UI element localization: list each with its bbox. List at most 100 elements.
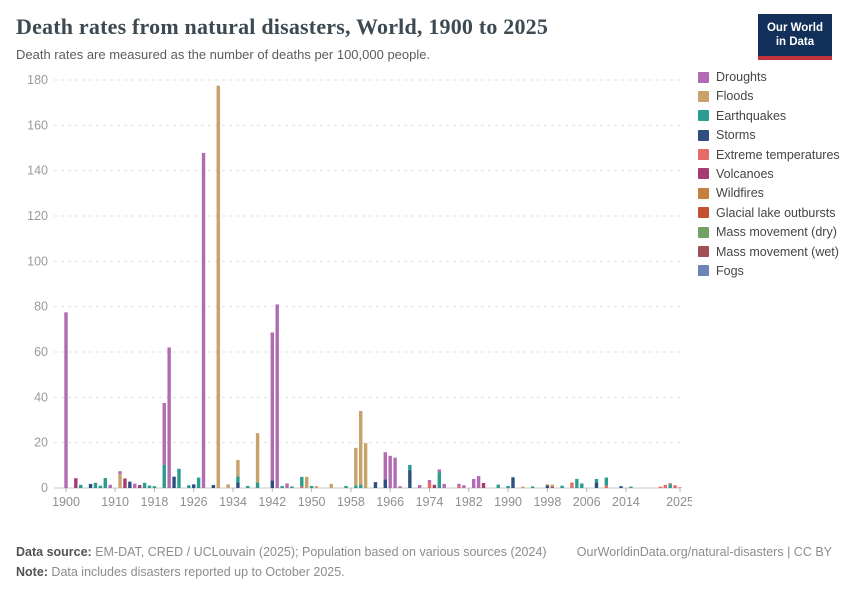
bar-1974-extreme_temperatures[interactable] <box>427 482 432 488</box>
bar-2008-earthquakes[interactable] <box>594 478 599 483</box>
bar-1981-droughts[interactable] <box>462 485 466 488</box>
bar-1914-droughts[interactable] <box>133 483 137 488</box>
bar-1991-earthquakes[interactable] <box>511 476 515 478</box>
bar-1967-droughts[interactable] <box>393 457 397 488</box>
bar-2013-storms[interactable] <box>619 486 623 488</box>
bar-2021-extreme_temperatures[interactable] <box>658 486 663 488</box>
bar-1922-storms[interactable] <box>172 476 176 488</box>
bar-1954-floods[interactable] <box>329 483 333 488</box>
bar-1939-earthquakes[interactable] <box>255 482 260 488</box>
bar-1976-earthquakes[interactable] <box>437 472 442 488</box>
bar-2010-earthquakes[interactable] <box>604 477 609 486</box>
bar-1975-volcanoes[interactable] <box>432 484 437 488</box>
bar-1985-volcanoes[interactable] <box>481 483 486 488</box>
bar-1960-earthquakes[interactable] <box>359 484 363 488</box>
bar-1916-earthquakes[interactable] <box>142 482 147 488</box>
bar-1935-earthquakes[interactable] <box>236 476 240 483</box>
legend-item-wildfires[interactable]: Wildfires <box>698 186 840 200</box>
bar-1949-floods[interactable] <box>304 476 309 488</box>
bar-1948-earthquakes[interactable] <box>300 476 304 487</box>
bar-1959-earthquakes[interactable] <box>354 485 358 488</box>
bar-1977-droughts[interactable] <box>442 483 446 488</box>
bar-2015-earthquakes[interactable] <box>629 486 633 488</box>
bar-1942-droughts[interactable] <box>270 332 275 481</box>
bar-1943-droughts[interactable] <box>275 304 279 488</box>
legend-item-volcanoes[interactable]: Volcanoes <box>698 167 840 181</box>
bar-1957-earthquakes[interactable] <box>344 485 348 488</box>
bar-1921-droughts[interactable] <box>167 347 171 488</box>
legend-item-mass_movement_dry[interactable]: Mass movement (dry) <box>698 225 840 239</box>
bar-1963-storms[interactable] <box>373 482 378 488</box>
bar-1965-droughts[interactable] <box>383 452 387 480</box>
bar-1980-droughts[interactable] <box>457 483 461 486</box>
bar-1909-droughts[interactable] <box>108 484 112 488</box>
bar-1983-droughts[interactable] <box>471 478 476 488</box>
bar-1951-floods[interactable] <box>314 486 319 488</box>
bar-1928-droughts[interactable] <box>201 152 206 488</box>
bar-1966-droughts[interactable] <box>388 455 392 488</box>
bar-1911-floods[interactable] <box>118 473 122 488</box>
legend-item-floods[interactable]: Floods <box>698 89 840 103</box>
owid-logo[interactable]: Our World in Data <box>757 14 832 60</box>
bar-1948-extreme_temperatures[interactable] <box>300 486 304 488</box>
bar-1903-earthquakes[interactable] <box>79 484 83 488</box>
bar-1970-storms[interactable] <box>408 470 412 488</box>
bar-1900-droughts[interactable] <box>64 312 68 488</box>
bar-1970-earthquakes[interactable] <box>408 464 412 471</box>
bar-2024-extreme_temperatures[interactable] <box>673 485 677 488</box>
legend-item-extreme_temperatures[interactable]: Extreme temperatures <box>698 148 840 162</box>
bar-1931-floods[interactable] <box>216 85 220 489</box>
bar-1913-storms[interactable] <box>128 481 132 488</box>
bar-2010-extreme_temperatures[interactable] <box>604 485 609 488</box>
bar-1999-floods[interactable] <box>550 484 554 487</box>
bar-1911-droughts[interactable] <box>118 471 122 474</box>
bar-1976-droughts[interactable] <box>437 469 442 473</box>
bar-1927-earthquakes[interactable] <box>196 477 201 488</box>
bar-1920-earthquakes[interactable] <box>162 464 166 488</box>
legend-item-glacial_lake_outbursts[interactable]: Glacial lake outbursts <box>698 206 840 220</box>
bar-2001-earthquakes[interactable] <box>560 485 564 488</box>
bar-1905-storms[interactable] <box>88 483 93 488</box>
bar-1965-storms[interactable] <box>383 479 387 488</box>
bar-1923-earthquakes[interactable] <box>177 468 181 488</box>
legend-item-droughts[interactable]: Droughts <box>698 70 840 84</box>
bar-1960-floods[interactable] <box>359 410 363 485</box>
bar-2005-earthquakes[interactable] <box>580 483 584 488</box>
bar-1995-earthquakes[interactable] <box>530 486 535 488</box>
legend-item-fogs[interactable]: Fogs <box>698 264 840 278</box>
bar-1968-droughts[interactable] <box>398 486 402 488</box>
bar-1925-earthquakes[interactable] <box>187 485 191 488</box>
bar-1959-floods[interactable] <box>354 447 358 486</box>
bar-1906-earthquakes[interactable] <box>93 482 98 488</box>
bar-1937-earthquakes[interactable] <box>246 485 250 488</box>
legend-item-earthquakes[interactable]: Earthquakes <box>698 109 840 123</box>
bar-1942-storms[interactable] <box>270 480 275 488</box>
owid-url-link[interactable]: OurWorldinData.org/natural-disasters | C… <box>576 545 832 559</box>
bar-1980-extreme_temperatures[interactable] <box>457 485 461 488</box>
bar-1926-storms[interactable] <box>192 484 196 488</box>
bar-2023-extreme_temperatures[interactable] <box>668 483 672 485</box>
bar-1915-volcanoes[interactable] <box>137 485 142 488</box>
bar-1998-floods[interactable] <box>545 484 550 486</box>
bar-1991-storms[interactable] <box>511 477 515 488</box>
bar-1907-earthquakes[interactable] <box>98 485 103 488</box>
bar-1993-floods[interactable] <box>521 486 525 488</box>
bar-1939-floods[interactable] <box>255 433 260 483</box>
bar-1935-storms[interactable] <box>236 482 240 488</box>
stacked-bar-chart[interactable]: 0 20 40 60 80 100 120 140 160 180 1900 1910 1918 1926… <box>16 70 694 522</box>
bar-1933-floods[interactable] <box>226 484 230 488</box>
bar-1999-mass_movement_wet[interactable] <box>550 486 554 488</box>
bar-1974-droughts[interactable] <box>427 480 432 483</box>
bar-2004-earthquakes[interactable] <box>575 478 579 488</box>
bar-2025-extreme_temperatures[interactable] <box>678 487 682 488</box>
bar-2003-extreme_temperatures[interactable] <box>570 482 574 488</box>
bar-1935-floods[interactable] <box>236 459 240 477</box>
bar-1908-earthquakes[interactable] <box>103 478 107 488</box>
bar-2008-storms[interactable] <box>594 482 599 488</box>
legend-item-mass_movement_wet[interactable]: Mass movement (wet) <box>698 245 840 259</box>
bar-1990-earthquakes[interactable] <box>506 485 510 488</box>
bar-1930-storms[interactable] <box>211 485 216 488</box>
bar-2022-extreme_temperatures[interactable] <box>663 484 667 488</box>
bar-1950-earthquakes[interactable] <box>309 485 314 488</box>
bar-1998-storms[interactable] <box>545 485 550 488</box>
